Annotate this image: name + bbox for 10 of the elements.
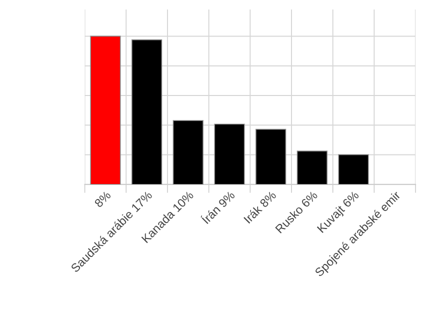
bar xyxy=(338,154,369,184)
x-tick-label: Írán 9% xyxy=(200,189,236,224)
bar xyxy=(132,39,162,184)
bar xyxy=(90,36,121,184)
bar xyxy=(172,120,204,184)
bar xyxy=(214,124,245,184)
bar xyxy=(296,150,328,184)
bar xyxy=(256,128,286,184)
x-tick-label: Irák 8% xyxy=(243,190,277,224)
x-tick-label: 8% xyxy=(94,190,112,208)
